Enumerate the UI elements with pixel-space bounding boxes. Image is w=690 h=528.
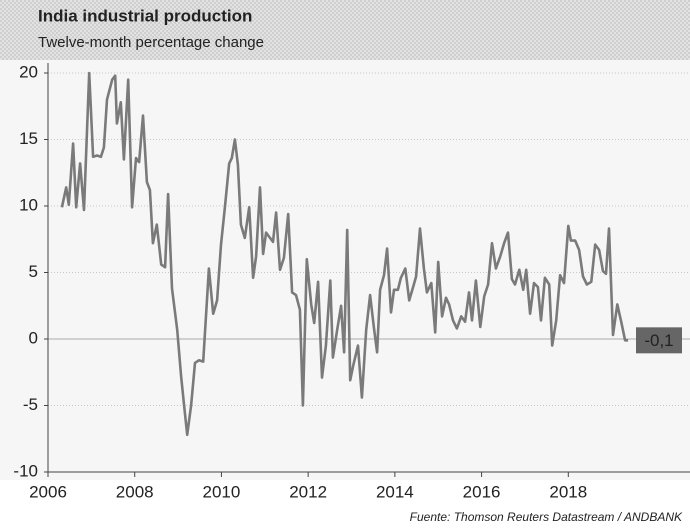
- x-tick-label: 2014: [376, 482, 414, 501]
- chart-subtitle: Twelve-month percentage change: [38, 34, 264, 51]
- y-tick-label: 20: [19, 62, 38, 81]
- y-tick-label: -10: [13, 461, 38, 480]
- y-tick-label: 0: [29, 328, 38, 347]
- x-tick-label: 2006: [29, 482, 67, 501]
- x-tick-label: 2010: [203, 482, 241, 501]
- x-tick-label: 2018: [549, 482, 587, 501]
- y-tick-label: 10: [19, 195, 38, 214]
- chart-title: India industrial production: [38, 6, 252, 25]
- value-label-box: [636, 327, 682, 354]
- data-line: [60, 71, 629, 437]
- x-tick-label: 2008: [116, 482, 154, 501]
- y-tick-label: 5: [29, 262, 38, 281]
- y-tick-label: -5: [23, 395, 38, 414]
- y-tick-label: 15: [19, 129, 38, 148]
- x-tick-label: 2016: [463, 482, 501, 501]
- header-band: [0, 0, 690, 60]
- x-tick-label: 2012: [289, 482, 327, 501]
- source-note: Fuente: Thomson Reuters Datastream / AND…: [410, 510, 683, 524]
- value-label: -0,1: [644, 331, 673, 350]
